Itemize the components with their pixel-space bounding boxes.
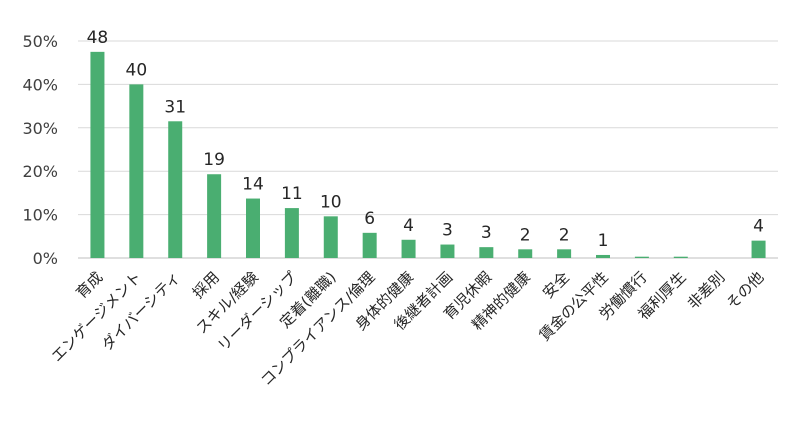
- bar: [362, 232, 377, 258]
- data-label: 6: [364, 209, 375, 229]
- data-label: 40: [126, 60, 148, 80]
- category-label: 育成: [72, 268, 106, 302]
- data-label: 4: [753, 217, 764, 237]
- bar: [284, 208, 299, 258]
- y-tick-label: 10%: [22, 206, 58, 225]
- category-label: 非差別: [684, 268, 729, 313]
- bar: [207, 174, 222, 258]
- category-label: その他: [723, 268, 768, 313]
- data-label: 14: [242, 175, 264, 195]
- y-tick-label: 40%: [22, 75, 58, 94]
- y-tick-label: 0%: [33, 249, 58, 268]
- bar: [129, 84, 144, 259]
- bar: [673, 256, 688, 258]
- data-label: 2: [559, 225, 570, 245]
- bar: [751, 240, 766, 258]
- bar: [634, 256, 649, 258]
- bar: [168, 121, 183, 258]
- bar: [323, 216, 338, 258]
- data-label: 19: [203, 150, 225, 170]
- data-label: 3: [481, 223, 492, 243]
- bar: [246, 198, 260, 258]
- data-label: 48: [87, 28, 109, 48]
- y-tick-label: 30%: [22, 119, 58, 138]
- category-label: 採用: [189, 268, 223, 302]
- bar: [440, 244, 455, 258]
- data-label: 2: [520, 225, 531, 245]
- data-label: 10: [320, 192, 342, 212]
- bar: [518, 249, 533, 258]
- y-tick-label: 20%: [22, 162, 58, 181]
- bar: [401, 239, 416, 258]
- data-label: 1: [598, 231, 609, 251]
- data-label: 4: [403, 216, 414, 236]
- bar: [596, 254, 610, 258]
- data-label: 31: [164, 97, 186, 117]
- bar: [90, 51, 105, 258]
- y-tick-label: 50%: [22, 32, 58, 51]
- data-label: 11: [281, 184, 303, 204]
- data-label: 3: [442, 221, 453, 241]
- category-label: 安全: [539, 268, 573, 302]
- bar: [479, 247, 494, 258]
- bar: [557, 249, 572, 258]
